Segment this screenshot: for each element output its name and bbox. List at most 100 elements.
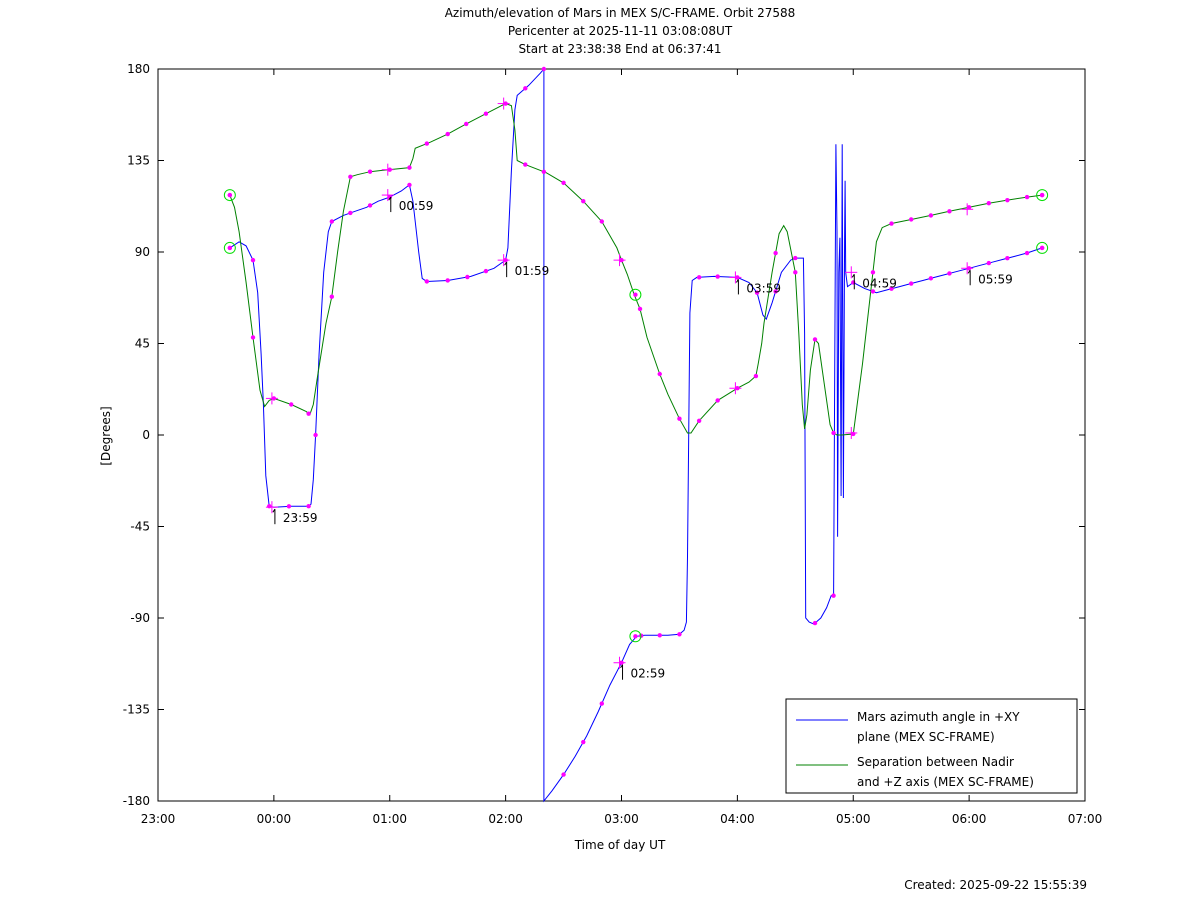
legend-label-0-1: plane (MEX SC-FRAME) [857,730,995,744]
series-0-marker-42 [1024,250,1030,256]
axes: 23:00 00:00 01:00 02:00 03:00 04:00 05:00 06:00… [123,62,1103,826]
series-0-marker-25 [696,275,702,280]
hour-label-1: 00:59 [399,199,434,213]
series-line-0 [229,67,1043,803]
series-1-marker-17 [561,180,566,186]
event-dot-0 [227,192,233,198]
series-1-marker-16 [541,169,547,174]
series-0-marker-8 [367,203,373,208]
series-1-marker-10 [424,141,430,146]
series-1-marker-9 [407,165,412,170]
series-line-1 [229,103,1043,436]
series-0-marker-34 [870,289,876,294]
series-0-marker-28 [754,290,760,295]
series-0-marker-24 [677,632,682,637]
series-0-marker-6 [329,219,335,224]
hour-arrow-head-0 [272,508,276,513]
series-1-marker-37 [947,209,952,214]
marker-layer [223,66,1049,777]
series-0-marker-40 [986,260,992,266]
plot-frame [157,68,1086,802]
series-0-marker-41 [1005,256,1010,261]
hour-arrow-head-2 [504,261,508,266]
event-circle-4 [1036,189,1049,202]
series-1-marker-41 [1024,194,1030,200]
series-0-marker-3 [286,504,292,509]
x-axis-label: Time of day UT [574,838,666,852]
series-1-marker-40 [1005,197,1010,203]
series-1-marker-21 [637,306,643,312]
series-0-marker-36 [908,281,914,286]
series-0-marker-18 [561,772,566,777]
event-dot-1 [227,245,233,251]
y-tick-label-2: 90 [135,245,150,259]
x-tick-label-4: 03:00 [604,812,639,826]
x-tick-label-8: 07:00 [1068,812,1103,826]
event-circle-3 [629,630,642,643]
series-1-marker-22 [657,371,662,377]
event-dot-4 [1039,192,1045,198]
series-0-marker-14 [483,268,489,274]
hour-label-6: 05:59 [978,272,1013,286]
series-1-marker-33 [870,270,876,275]
hour-label-3: 02:59 [631,667,666,681]
event-dot-5 [1039,245,1045,251]
series-0-marker-13 [465,274,470,280]
hour-arrow-head-4 [735,279,739,283]
series-0-marker-38 [947,271,952,276]
series-0-marker-4 [306,503,311,509]
series-1-marker-30 [812,337,818,342]
event-circle-1 [223,241,236,254]
series-1-marker-18 [581,198,586,204]
x-tick-label-0: 23:00 [141,812,176,826]
series-0-marker-31 [812,620,818,626]
series-0-marker-11 [424,279,430,284]
legend: Mars azimuth angle in +XY plane (MEX SC-F… [785,698,1078,794]
series-1-marker-13 [483,111,489,116]
series-0-marker-33 [851,280,856,285]
series-1-marker-35 [908,217,914,222]
legend-label-1-0: Separation between Nadir [857,755,1014,769]
y-tick-label-8: -180 [123,794,150,808]
series-1-marker-4 [306,411,311,416]
series-0-marker-30 [793,255,798,261]
series-1-marker-6 [348,174,353,179]
x-tick-label-1: 00:00 [257,812,292,826]
series-0-marker-23 [657,633,662,638]
event-dot-3 [633,634,638,639]
hour-label-4: 03:59 [746,281,781,295]
series-1-marker-11 [445,131,450,137]
series-0-marker-17 [541,66,547,72]
title-line-0: Azimuth/elevation of Mars in MEX S/C-FRA… [445,6,796,20]
series-1-marker-3 [289,402,294,407]
series-0-marker-12 [445,278,450,283]
series-0-marker-16 [523,86,528,91]
series-1-marker-23 [677,416,682,421]
x-tick-label-6: 05:00 [836,812,871,826]
series-1-marker-34 [889,221,894,226]
x-tick-label-5: 04:00 [720,812,755,826]
series-0-marker-1 [250,257,256,263]
event-circle-5 [1036,241,1049,254]
series-1-marker-31 [831,430,836,436]
series-1-marker-24 [696,418,702,423]
series-1-marker-1 [250,335,256,340]
series-1-marker-7 [367,169,373,174]
y-tick-label-5: -45 [130,520,150,534]
hour-arrow-head-3 [620,664,623,669]
y-tick-label-4: 0 [142,428,150,442]
annotation-layer: 23:59 00:59 01:59 02:59 03:59 04:59 05:59 [265,97,1013,681]
series-0-marker-7 [348,210,353,216]
series-0-marker-10 [407,182,412,188]
event-dot-2 [633,292,638,297]
series-1-marker-38 [966,205,972,210]
y-tick-label-6: -90 [130,611,150,625]
series-1-marker-36 [928,213,934,218]
hour-arrow-head-6 [967,269,971,274]
legend-label-0-0: Mars azimuth angle in +XY [857,710,1020,724]
series-1-marker-15 [523,162,528,167]
series-1-marker-28 [773,250,778,256]
legend-box [785,698,1078,794]
hour-label-5: 04:59 [862,276,897,290]
